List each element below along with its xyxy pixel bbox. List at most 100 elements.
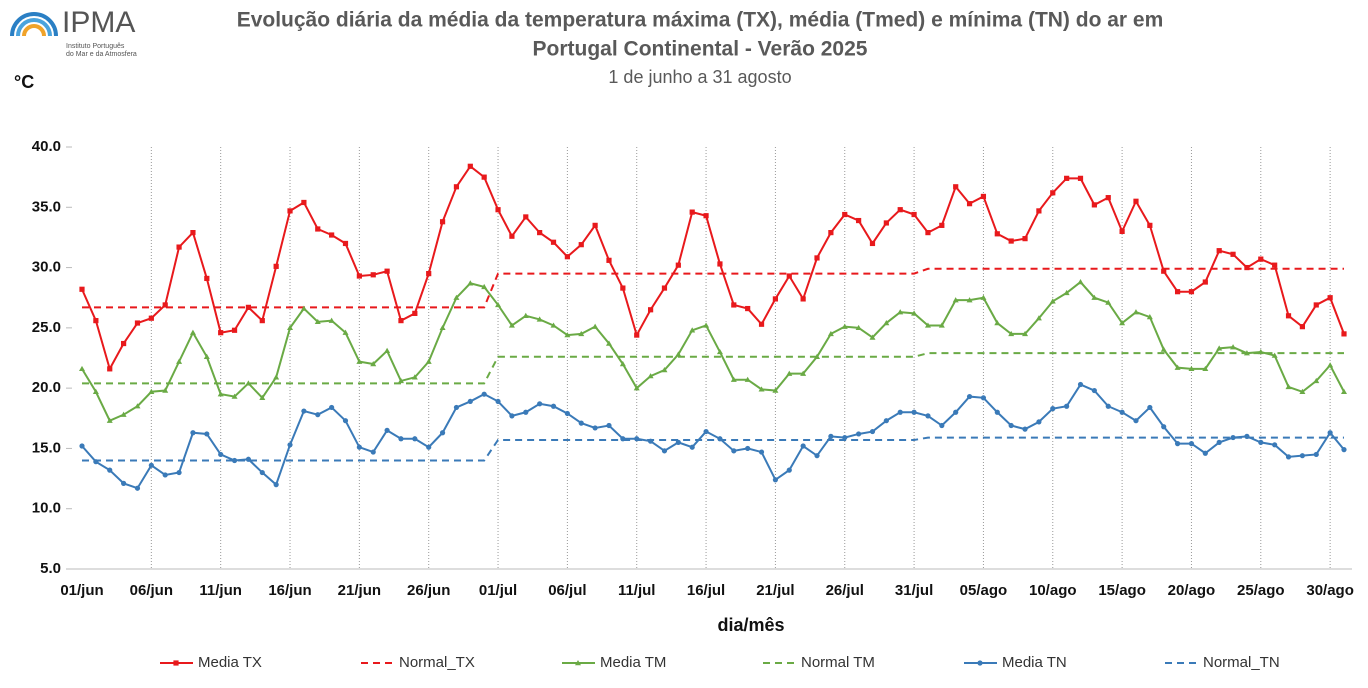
- marker: [1313, 377, 1320, 384]
- marker: [633, 385, 640, 391]
- marker: [745, 445, 751, 452]
- marker: [439, 430, 446, 436]
- marker: [1341, 331, 1347, 337]
- marker: [897, 409, 903, 415]
- marker: [1147, 404, 1153, 411]
- marker: [453, 294, 460, 300]
- marker: [273, 374, 280, 380]
- marker: [79, 286, 85, 292]
- marker: [1230, 434, 1236, 441]
- marker: [134, 403, 141, 409]
- marker: [855, 324, 862, 331]
- marker: [925, 230, 931, 236]
- x-tick-label: 26/jun: [407, 582, 450, 599]
- marker: [217, 391, 224, 397]
- y-tick-label: 10.0: [32, 500, 61, 517]
- marker: [620, 285, 626, 291]
- marker: [315, 226, 321, 232]
- marker: [1091, 387, 1097, 394]
- marker: [218, 451, 224, 458]
- marker: [398, 318, 404, 324]
- marker: [800, 443, 806, 449]
- marker: [1299, 388, 1306, 394]
- marker: [134, 320, 141, 326]
- marker: [1147, 222, 1153, 228]
- marker: [1188, 365, 1195, 372]
- marker: [1119, 409, 1125, 415]
- marker: [814, 453, 820, 459]
- series: [82, 267, 1344, 309]
- marker: [495, 207, 501, 213]
- marker: [966, 201, 973, 207]
- marker: [772, 477, 779, 483]
- marker: [328, 317, 335, 323]
- marker: [1258, 256, 1264, 262]
- marker: [1091, 294, 1098, 300]
- marker: [121, 340, 127, 347]
- marker: [162, 472, 168, 478]
- marker: [1161, 268, 1167, 274]
- marker: [1271, 352, 1278, 358]
- marker: [1202, 450, 1208, 456]
- marker: [259, 394, 266, 400]
- marker: [1105, 195, 1111, 201]
- marker: [412, 436, 418, 442]
- marker: [1022, 426, 1028, 432]
- marker: [467, 398, 473, 405]
- marker: [537, 401, 543, 407]
- x-tick-label: 06/jul: [548, 582, 586, 599]
- marker: [1174, 441, 1181, 447]
- marker: [1077, 175, 1084, 181]
- marker: [716, 348, 723, 355]
- marker: [856, 217, 862, 224]
- marker: [619, 361, 626, 367]
- marker: [1216, 248, 1222, 254]
- marker: [314, 318, 321, 325]
- marker: [731, 302, 737, 308]
- marker: [329, 404, 335, 411]
- marker: [689, 209, 695, 215]
- x-tick-label: 26/jul: [826, 582, 864, 599]
- marker: [148, 388, 155, 394]
- marker: [675, 439, 681, 445]
- marker: [356, 273, 362, 279]
- marker: [634, 332, 640, 338]
- series-line: [82, 436, 1344, 462]
- marker: [1049, 298, 1056, 304]
- marker: [911, 310, 918, 316]
- series: [82, 436, 1344, 462]
- marker: [564, 332, 571, 338]
- marker: [575, 660, 581, 666]
- marker: [842, 211, 848, 218]
- y-tick-label: 30.0: [32, 259, 61, 276]
- marker: [772, 296, 779, 302]
- marker: [79, 365, 85, 372]
- marker: [703, 213, 709, 219]
- marker: [1230, 251, 1236, 257]
- marker: [980, 294, 987, 300]
- marker: [786, 370, 793, 376]
- marker: [550, 322, 557, 328]
- marker: [287, 324, 294, 331]
- x-tick-label: 01/jun: [60, 582, 103, 599]
- marker: [315, 412, 321, 418]
- marker: [120, 411, 127, 417]
- x-axis-label: dia/mês: [717, 615, 784, 635]
- marker: [592, 323, 599, 329]
- marker: [1327, 430, 1333, 436]
- marker: [1161, 424, 1167, 430]
- marker: [550, 403, 557, 409]
- marker: [1341, 447, 1347, 453]
- marker: [550, 239, 557, 245]
- marker: [259, 318, 265, 324]
- marker: [1272, 262, 1278, 268]
- marker: [148, 462, 154, 468]
- marker: [1216, 439, 1222, 445]
- marker: [1285, 313, 1292, 319]
- marker: [647, 373, 654, 379]
- x-tick-label: 11/jul: [618, 582, 656, 599]
- y-tick-label: 35.0: [32, 198, 61, 215]
- marker: [79, 443, 85, 449]
- marker: [647, 307, 654, 313]
- marker: [162, 302, 168, 308]
